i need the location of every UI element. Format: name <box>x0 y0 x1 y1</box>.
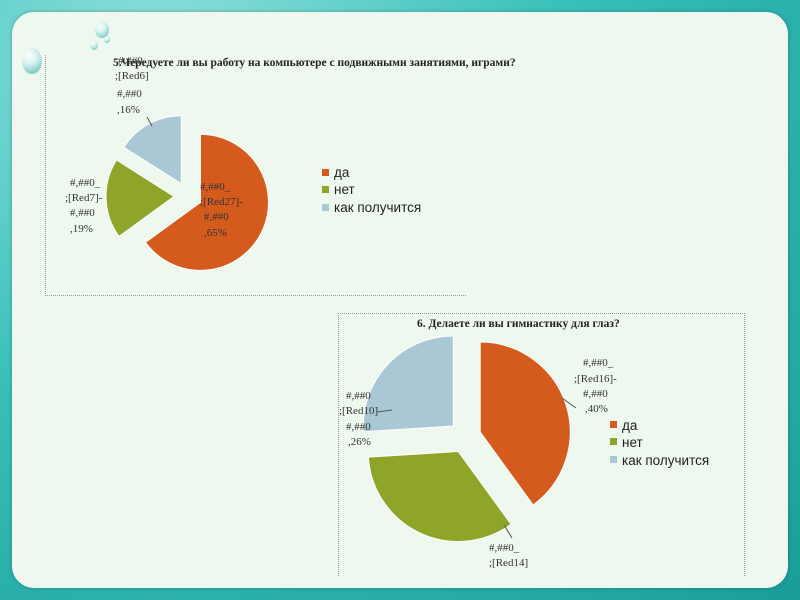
chart-2-label-da-2: ;[Red16]- <box>574 373 617 385</box>
chart-1-label-net-1: #,##0_ <box>70 177 101 189</box>
chart-1-slice-net <box>105 159 175 238</box>
chart-1-label-net-4: ,19% <box>70 223 93 235</box>
chart-1-label-da-4: ,65% <box>204 227 227 239</box>
chart-1-legend-kak: как получится <box>334 200 421 215</box>
chart-1-legend-swatch-da <box>322 169 329 176</box>
chart-2-label-kak-3: #,##0 <box>346 421 371 433</box>
chart-1-label-kak-4: ,16% <box>117 104 140 116</box>
chart-2-leader-line-net <box>503 524 513 539</box>
chart-2-label-da-1: #,##0_ <box>583 357 614 369</box>
chart-2-label-net-1: #,##0_ <box>489 542 520 554</box>
chart-1-label-net-3: #,##0 <box>70 207 95 219</box>
chart-1-legend-da: да <box>334 165 350 180</box>
chart-2-legend-swatch-net <box>610 438 617 445</box>
chart-2-legend-swatch-da <box>610 421 617 428</box>
chart-2-leader-line-da <box>561 397 577 409</box>
chart-1-label-kak-2: ;[Red6] <box>115 70 149 82</box>
chart-1-slice-da <box>144 133 269 271</box>
chart-2-label-net-2: ;[Red14] <box>489 557 528 569</box>
chart-2-label-kak-1: #,##0 <box>346 390 371 402</box>
chart-2-slice-net <box>367 450 512 542</box>
water-drop-medium <box>95 22 109 38</box>
chart-2-slice-da <box>479 341 571 506</box>
chart-1-legend-swatch-kak <box>322 204 329 211</box>
chart-2-frame <box>338 313 745 576</box>
chart-1-leader-line <box>146 116 153 127</box>
chart-2-legend-da: да <box>622 418 638 433</box>
chart-2-title: 6. Делаете ли вы гимнастику для глаз? <box>417 318 620 330</box>
chart-1-title: 5.Чередуете ли вы работу на компьютере с… <box>113 57 516 69</box>
chart-2-label-da-3: #,##0 <box>583 388 608 400</box>
chart-1-frame <box>45 55 466 296</box>
chart-1-label-da-3: #,##0 <box>204 211 229 223</box>
chart-2-leader-line-kak <box>376 409 393 413</box>
chart-1-label-kak-3: #,##0 <box>117 88 142 100</box>
chart-1-legend-swatch-net <box>322 186 329 193</box>
chart-1-label-kak-1: #,##0 <box>118 55 143 67</box>
chart-1-slice-kak <box>123 115 182 185</box>
chart-2-legend-swatch-kak <box>610 456 617 463</box>
water-drop-small <box>90 40 98 50</box>
chart-2-label-da-4: ,40% <box>585 403 608 415</box>
chart-2-label-kak-2: ;[Red10] <box>339 405 378 417</box>
chart-2-label-kak-4: ,26% <box>348 436 371 448</box>
chart-1-label-net-2: ;[Red7]- <box>65 192 103 204</box>
chart-1-label-da-2: ;[Red27]- <box>200 196 243 208</box>
water-drop-large <box>22 48 42 74</box>
chart-1-legend-net: нет <box>334 182 355 197</box>
water-drop-tiny <box>104 36 110 43</box>
chart-1-label-da-1: #,##0_ <box>200 181 231 193</box>
chart-2-legend-kak: как получится <box>622 453 709 468</box>
chart-2-slice-kak <box>362 335 454 433</box>
chart-2-legend-net: нет <box>622 435 643 450</box>
